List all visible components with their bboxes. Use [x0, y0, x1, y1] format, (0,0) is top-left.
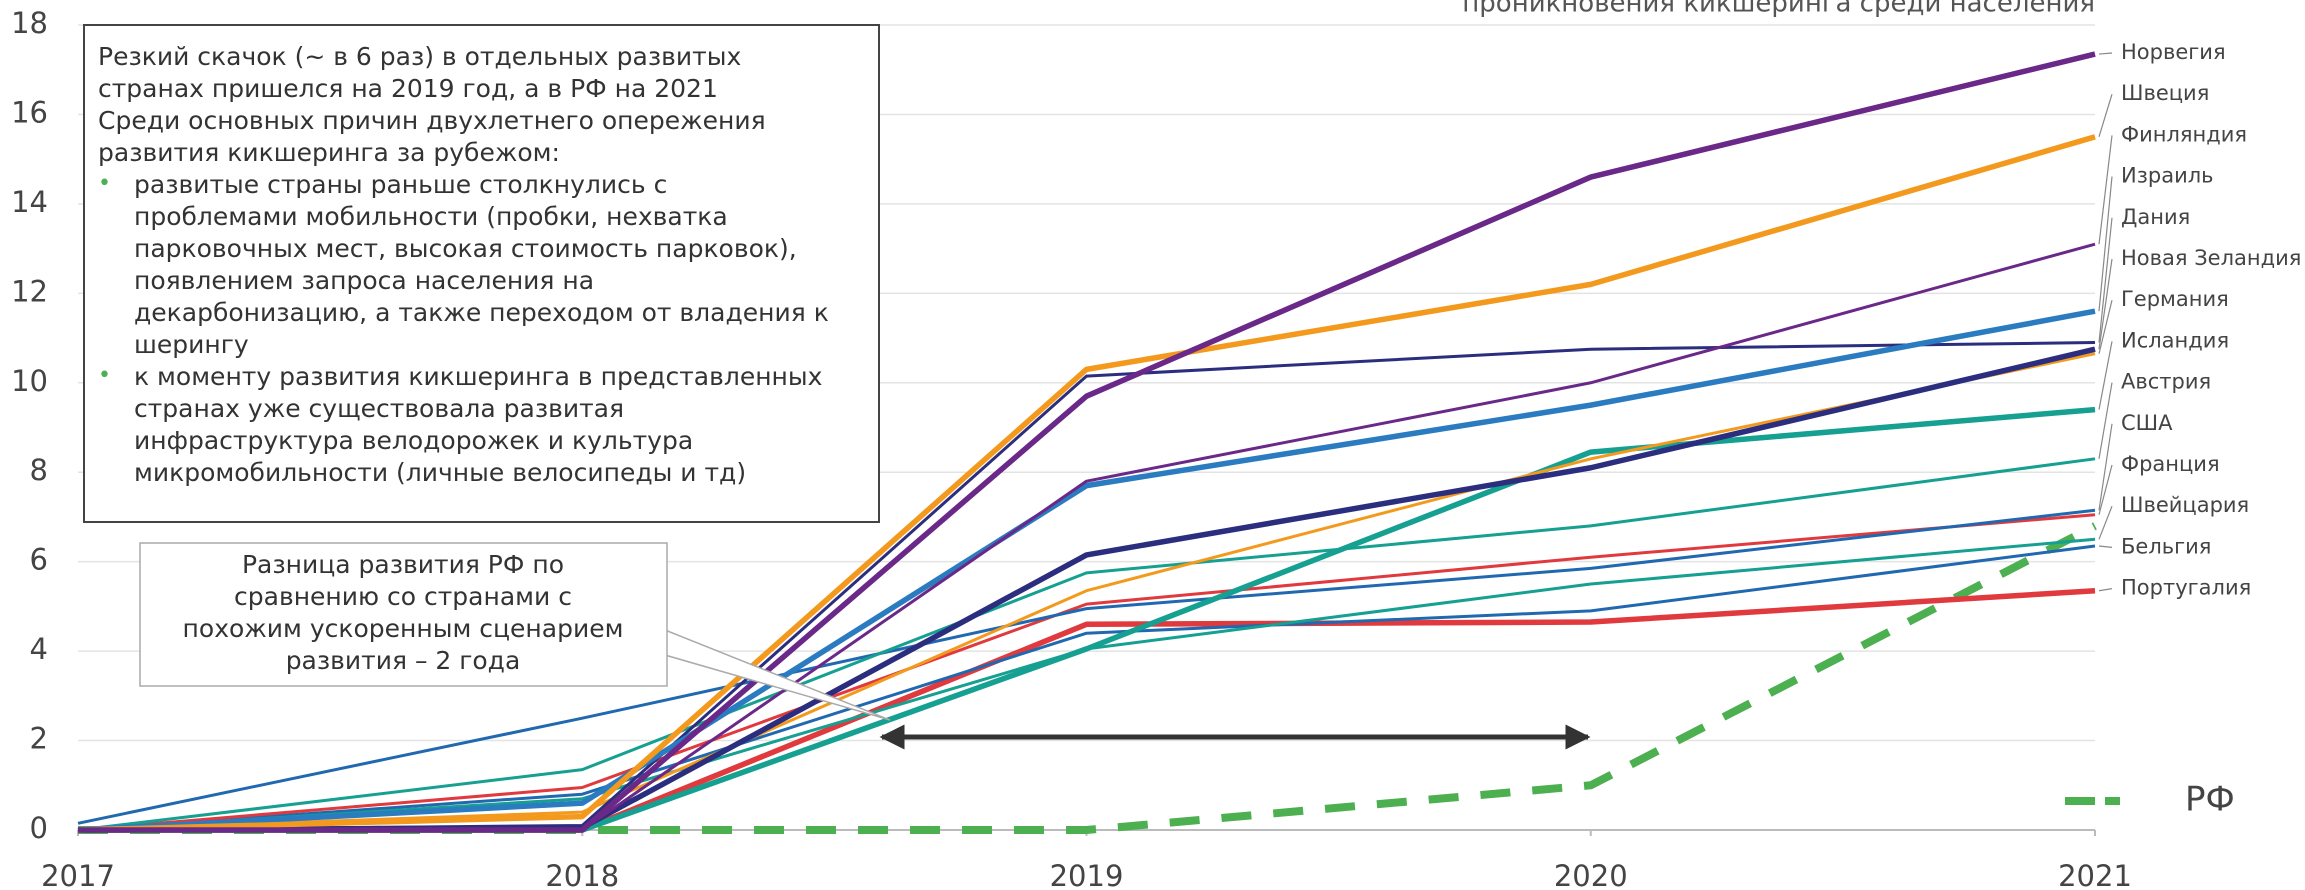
note-text: микромобильности (личные велосипеды и тд… [134, 458, 746, 487]
series-line [77, 457, 2096, 832]
series-label: Норвегия [2121, 40, 2226, 64]
note-text: развития кикшеринга за рубежом: [98, 138, 560, 167]
leader-line [2098, 464, 2113, 515]
note-text: странах пришелся на 2019 год, а в РФ на … [98, 74, 718, 103]
series-label: Исландия [2121, 328, 2229, 352]
leader-line [2098, 135, 2113, 245]
series-line [77, 508, 2096, 825]
y-tick-label: 4 [30, 632, 48, 666]
leader-line [2098, 545, 2113, 548]
series-line [78, 51, 2096, 833]
x-tick-label: 2019 [1050, 859, 1124, 890]
series-label: Израиль [2121, 164, 2214, 188]
note-text: парковочных мест, высокая стоимость парк… [134, 234, 797, 263]
note-text: Среди основных причин двухлетнего опереж… [98, 106, 766, 135]
callout-box [139, 542, 668, 687]
series-line [77, 308, 2096, 833]
note-text: Резкий скачок (~ в 6 раз) в отдельных ра… [98, 42, 741, 71]
note-box [83, 24, 880, 523]
legend-label: РФ [2185, 780, 2235, 820]
series-line [77, 544, 2096, 832]
leader-line [2098, 258, 2113, 350]
y-tick-label: 2 [30, 722, 48, 756]
note-text: появлением запроса населения на [134, 266, 594, 295]
leader-line [2098, 300, 2113, 354]
leader-line [2098, 94, 2113, 137]
series-label: Франция [2121, 452, 2220, 476]
series-label: США [2121, 411, 2173, 435]
note-text: проблемами мобильности (пробки, нехватка [134, 202, 728, 231]
callout-text: сравнению со странами с [234, 582, 572, 611]
y-tick-label: 14 [11, 185, 48, 219]
callout-text: похожим ускоренным сценарием [183, 614, 624, 643]
leader-line [2098, 52, 2113, 55]
leader-line [2098, 382, 2113, 459]
series-line [77, 134, 2096, 833]
y-tick-label: 6 [30, 543, 48, 577]
series-label: Дания [2121, 205, 2190, 229]
series-line [77, 341, 2096, 832]
series-line [77, 352, 2096, 832]
y-tick-label: 12 [11, 274, 48, 308]
x-tick-label: 2018 [545, 859, 619, 890]
leader-line [2098, 423, 2113, 511]
series-line [77, 513, 2096, 832]
note-text: странах уже существовала развитая [134, 394, 624, 423]
leader-line [2098, 588, 2113, 592]
bullet: • [98, 363, 111, 388]
x-tick-label: 2020 [1554, 859, 1628, 890]
series-label: Португалия [2121, 576, 2251, 600]
y-tick-label: 10 [11, 364, 48, 398]
series-label: Новая Зеландия [2121, 246, 2301, 270]
y-tick-label: 8 [30, 453, 48, 487]
x-tick-label: 2017 [41, 859, 115, 890]
leader-line [2098, 341, 2113, 410]
series-label: Бельгия [2121, 534, 2211, 558]
note-text: к моменту развития кикшеринга в представ… [134, 362, 822, 391]
y-tick-label: 0 [30, 811, 48, 845]
leader-line [2098, 176, 2113, 312]
leader-line [2098, 217, 2113, 343]
bullet: • [98, 171, 111, 196]
x-tick-label: 2021 [2058, 859, 2132, 890]
series-label: Германия [2121, 287, 2229, 311]
chart-title: проникновения кикшеринга среди населения [1462, 0, 2095, 19]
note-text: развитые страны раньше столкнулись с [134, 170, 667, 199]
callout-text: развития – 2 года [286, 646, 521, 675]
y-tick-label: 18 [11, 6, 48, 40]
note-text: шерингу [134, 330, 249, 359]
series-label: Финляндия [2121, 122, 2247, 146]
series-label: Австрия [2121, 370, 2211, 394]
note-text: инфраструктура велодорожек и культура [134, 426, 693, 455]
leader-line [2098, 505, 2113, 540]
series-label: Швейцария [2121, 493, 2249, 517]
series-label: Швеция [2121, 81, 2209, 105]
y-tick-label: 16 [11, 95, 48, 129]
note-text: декарбонизацию, а также переходом от вла… [134, 298, 829, 327]
callout-text: Разница развития РФ по [242, 550, 564, 579]
